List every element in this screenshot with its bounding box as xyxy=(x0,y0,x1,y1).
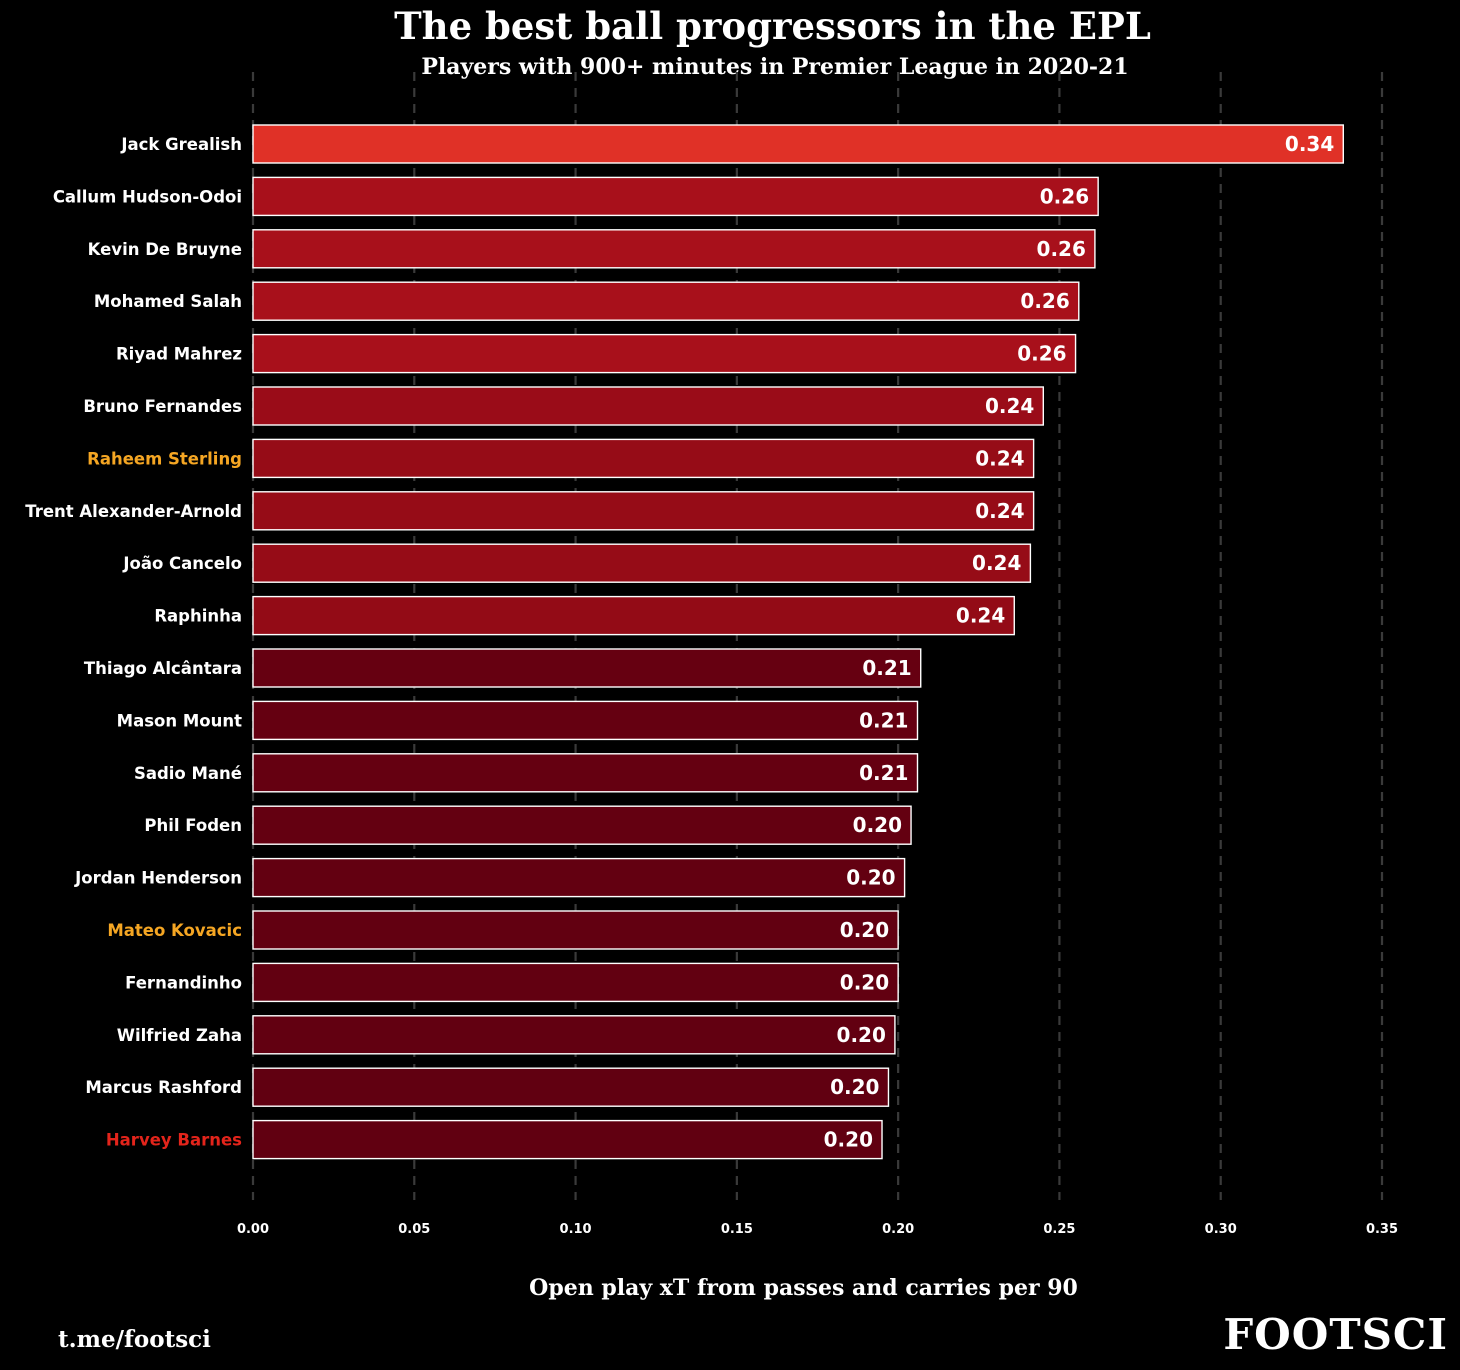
x-axis-label: Open play xT from passes and carries per… xyxy=(529,1275,1078,1301)
bar xyxy=(252,1119,883,1160)
brand-logo: FOOTSCI xyxy=(1223,1310,1448,1359)
bar xyxy=(252,595,1015,636)
bar xyxy=(252,910,899,950)
category-label: Mohamed Salah xyxy=(94,292,242,311)
category-label: Raphinha xyxy=(154,607,242,626)
data-label: 0.26 xyxy=(1017,342,1066,366)
x-tick-label: 0.15 xyxy=(721,1222,753,1237)
x-tick-label: 0.00 xyxy=(237,1222,269,1237)
category-label: Thiago Alcântara xyxy=(84,659,242,678)
bar xyxy=(252,281,1080,321)
bar xyxy=(252,438,1035,479)
x-axis-ticks: 0.00 0.05 0.10 0.15 0.20 0.25 0.30 0.35 xyxy=(237,1222,1398,1237)
category-labels: Jack Grealish Callum Hudson-Odoi Kevin De … xyxy=(25,135,242,1150)
x-tick-label: 0.05 xyxy=(398,1222,430,1237)
data-label: 0.21 xyxy=(859,708,908,732)
bar xyxy=(252,229,1096,269)
data-label: 0.20 xyxy=(853,813,902,837)
category-label: Jordan Henderson xyxy=(74,869,242,888)
data-label: 0.21 xyxy=(859,761,908,785)
category-label: Harvey Barnes xyxy=(106,1131,242,1150)
bar xyxy=(252,176,1099,217)
category-label: Callum Hudson-Odoi xyxy=(53,187,242,206)
bar xyxy=(252,333,1077,374)
category-label: Fernandinho xyxy=(125,973,242,992)
bar xyxy=(252,124,1344,164)
bar xyxy=(252,386,1044,426)
x-tick-label: 0.10 xyxy=(560,1222,592,1237)
data-label: 0.24 xyxy=(956,604,1005,628)
chart-title: The best ball progressors in the EPL xyxy=(394,4,1151,48)
category-label: João Cancelo xyxy=(122,554,242,573)
data-label: 0.24 xyxy=(972,551,1021,575)
data-label: 0.20 xyxy=(837,1023,886,1047)
data-label: 0.20 xyxy=(840,918,889,942)
bar xyxy=(252,491,1035,531)
x-tick-label: 0.20 xyxy=(882,1222,914,1237)
data-label: 0.26 xyxy=(1037,237,1086,261)
grid-lines xyxy=(251,72,1384,1200)
category-label: Mateo Kovacic xyxy=(107,921,242,940)
bar xyxy=(252,857,906,898)
bar xyxy=(252,753,919,793)
category-label: Riyad Mahrez xyxy=(116,345,242,364)
category-label: Marcus Rashford xyxy=(85,1078,242,1097)
category-label: Trent Alexander-Arnold xyxy=(25,502,242,521)
data-label: 0.20 xyxy=(824,1128,873,1152)
data-label: 0.20 xyxy=(830,1075,879,1099)
value-labels: 0.34 0.26 0.26 0.26 0.26 0.24 0.24 0.24 0.24 0.24… xyxy=(824,132,1335,1152)
data-label: 0.24 xyxy=(985,394,1034,418)
x-tick-label: 0.35 xyxy=(1366,1222,1398,1237)
footer-link[interactable]: t.me/footsci xyxy=(58,1326,211,1353)
category-label: Jack Grealish xyxy=(120,135,242,154)
data-label: 0.20 xyxy=(840,970,889,994)
category-label: Sadio Mané xyxy=(134,764,242,783)
bar xyxy=(252,962,899,1003)
data-label: 0.24 xyxy=(975,446,1024,470)
category-label: Kevin De Bruyne xyxy=(88,240,242,259)
data-label: 0.20 xyxy=(846,866,895,890)
bar xyxy=(252,543,1032,583)
data-label: 0.34 xyxy=(1285,132,1334,156)
bar xyxy=(252,648,922,688)
chart-subtitle: Players with 900+ minutes in Premier Lea… xyxy=(421,54,1129,80)
category-label: Wilfried Zaha xyxy=(117,1026,242,1045)
x-tick-label: 0.30 xyxy=(1205,1222,1237,1237)
bar xyxy=(252,700,919,741)
category-label: Bruno Fernandes xyxy=(83,397,242,416)
x-tick-label: 0.25 xyxy=(1043,1222,1075,1237)
category-label: Raheem Sterling xyxy=(87,449,242,468)
category-label: Mason Mount xyxy=(117,711,242,730)
data-label: 0.21 xyxy=(862,656,911,680)
data-label: 0.24 xyxy=(975,499,1024,523)
data-label: 0.26 xyxy=(1020,289,1069,313)
bar xyxy=(252,805,912,845)
data-label: 0.26 xyxy=(1040,184,1089,208)
bar xyxy=(252,1067,890,1107)
category-label: Phil Foden xyxy=(144,816,242,835)
bar xyxy=(252,1015,896,1055)
bars xyxy=(252,124,1344,1160)
